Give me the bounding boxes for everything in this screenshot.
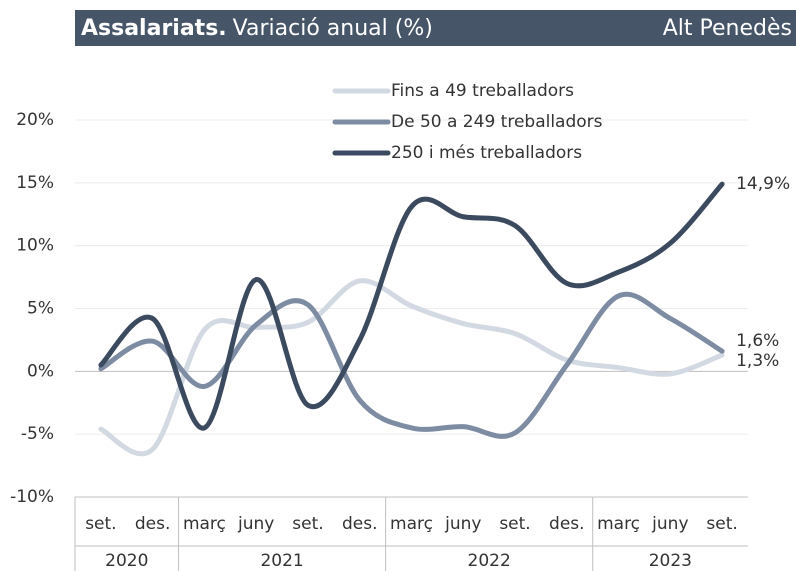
title-line: Assalariats. Variació anual (%) [81, 16, 433, 41]
x-tick-label: des. [135, 514, 171, 534]
group-label: 2023 [649, 551, 692, 571]
legend-label: De 50 a 249 treballadors [391, 112, 603, 132]
chart-title: Assalariats. [81, 16, 227, 41]
group-label: 2020 [105, 551, 148, 571]
x-tick-label: març [390, 514, 433, 534]
value-label: 1,6% [736, 331, 779, 351]
y-tick-label: 20% [16, 110, 54, 130]
y-tick-label: 15% [16, 173, 54, 193]
legend-label: Fins a 49 treballadors [391, 81, 574, 101]
series-line [98, 278, 725, 457]
y-tick-label: 5% [27, 299, 54, 319]
x-tick-label: des. [549, 514, 585, 534]
group-label: 2021 [260, 551, 303, 571]
x-tick-label: març [597, 514, 640, 534]
chart-subtitle: Variació anual (%) [233, 16, 433, 41]
x-tick-label: juny [237, 514, 274, 534]
x-tick-label: set. [292, 514, 323, 534]
x-tick-label: des. [342, 514, 378, 534]
region: Alt Penedès [663, 16, 792, 41]
value-label: 14,9% [736, 174, 790, 194]
x-tick-label: set. [85, 514, 116, 534]
y-tick-label: -5% [21, 424, 54, 444]
value-label: 1,3% [736, 351, 779, 371]
x-tick-label: juny [651, 514, 688, 534]
x-tick-label: set. [499, 514, 530, 534]
y-tick-label: -10% [10, 487, 54, 507]
title-bar [75, 10, 796, 46]
series-line [98, 181, 725, 431]
legend-label: 250 i més treballadors [391, 143, 582, 163]
x-tick-label: març [183, 514, 226, 534]
x-tick-label: set. [706, 514, 737, 534]
y-tick-label: 10% [16, 236, 54, 256]
x-tick-label: juny [444, 514, 481, 534]
series-line [98, 291, 725, 439]
y-tick-label: 0% [27, 361, 54, 381]
group-label: 2022 [468, 551, 511, 571]
